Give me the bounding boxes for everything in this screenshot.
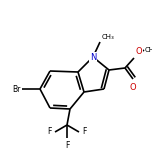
Text: F: F xyxy=(48,128,52,136)
Text: O: O xyxy=(130,83,136,92)
Text: Br: Br xyxy=(12,85,20,93)
Text: CH₃: CH₃ xyxy=(102,34,115,40)
Text: O: O xyxy=(136,47,143,56)
Text: F: F xyxy=(65,141,69,150)
Text: N: N xyxy=(90,52,96,62)
Text: F: F xyxy=(82,128,86,136)
Text: CH₃: CH₃ xyxy=(145,47,152,53)
